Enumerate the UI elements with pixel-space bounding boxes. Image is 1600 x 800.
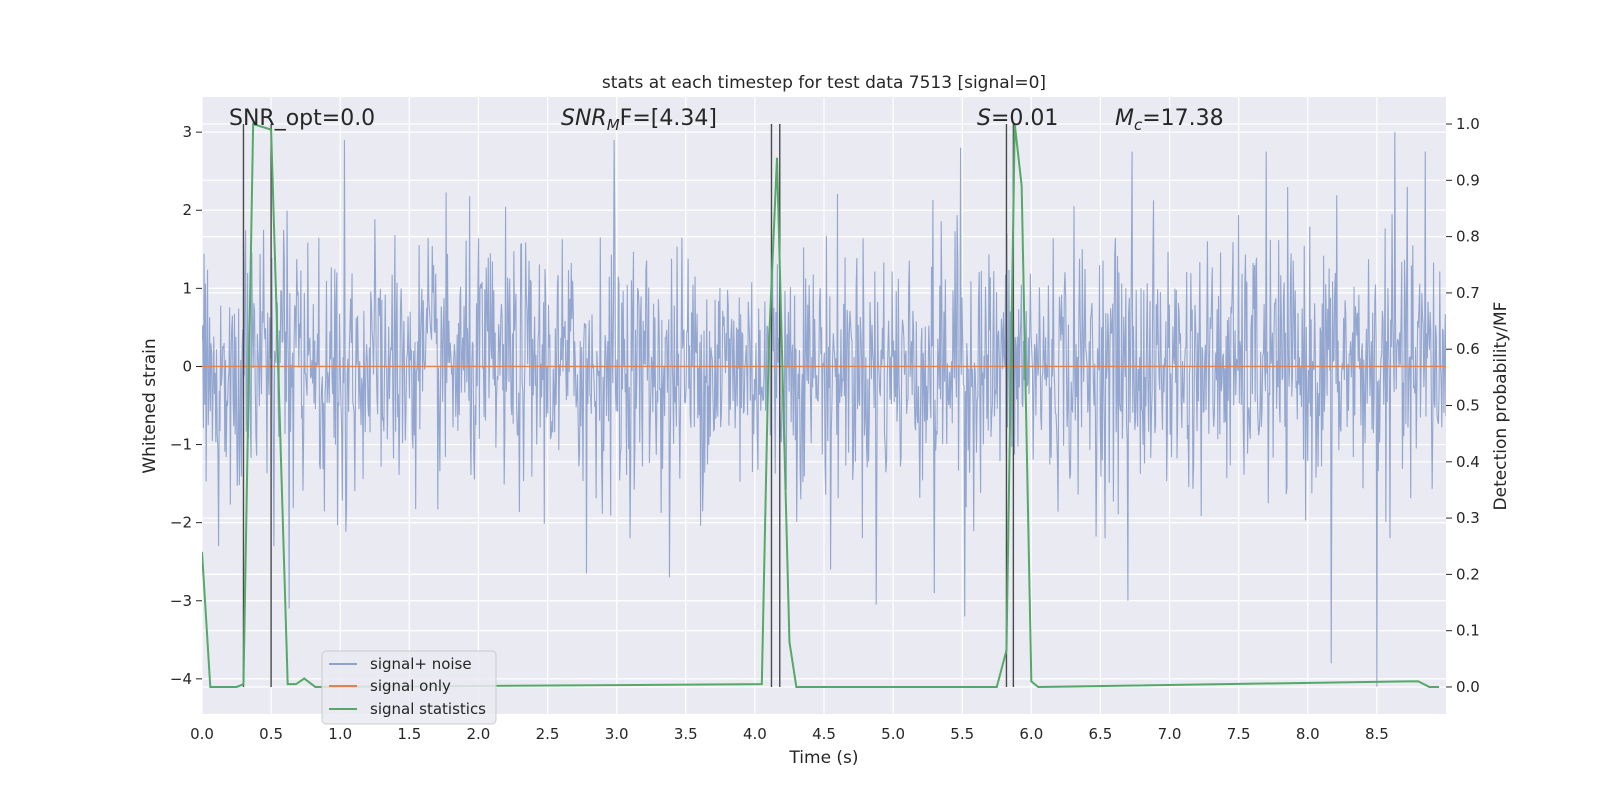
y2-axis-ticks: 1.0 0.9 0.8 0.7 0.6 0.5 0.4 0.3 0.2 0.1 0.0 bbox=[1446, 115, 1480, 696]
vertical-markers bbox=[242, 124, 1015, 687]
x-tick-label-1: 0.5 bbox=[259, 725, 283, 743]
chart-title: stats at each timestep for test data 751… bbox=[602, 73, 1046, 93]
annotation-mc-sub: c bbox=[1134, 116, 1143, 134]
x-tick-label-13: 6.5 bbox=[1089, 725, 1113, 743]
annotation-snr-mf: SNRMF=[4.34] bbox=[561, 106, 717, 134]
x-tick-label-8: 4.0 bbox=[743, 725, 767, 743]
x-tick-label-7: 3.5 bbox=[674, 725, 698, 743]
x-tick-label-0: 0.0 bbox=[190, 725, 214, 743]
series-signal-statistics bbox=[202, 122, 1440, 688]
y2-axis-label: Detection probability/MF bbox=[1491, 302, 1511, 511]
y2-tick-label-0: 1.0 bbox=[1456, 115, 1480, 133]
x-tick-label-4: 2.0 bbox=[467, 725, 491, 743]
y-axis-label: Whitened strain bbox=[140, 338, 160, 473]
legend-label-signal-only: signal only bbox=[370, 677, 451, 695]
y2-tick-label-3: 0.7 bbox=[1456, 284, 1480, 302]
y2-tick-label-2: 0.8 bbox=[1456, 228, 1480, 246]
x-tick-label-14: 7.0 bbox=[1158, 725, 1182, 743]
y2-tick-label-10: 0.0 bbox=[1456, 678, 1480, 696]
annotation-mc-main: M bbox=[1115, 106, 1134, 131]
x-tick-label-12: 6.0 bbox=[1019, 725, 1043, 743]
statistics-line bbox=[202, 122, 1440, 688]
y-axis-ticks: 3 2 1 0 −1 −2 −3 −4 bbox=[170, 123, 202, 688]
noise-line bbox=[202, 132, 1446, 687]
series-signal-noise bbox=[202, 132, 1446, 687]
y2-tick-label-4: 0.6 bbox=[1456, 340, 1480, 358]
annotation-s: S=0.01 bbox=[977, 106, 1058, 131]
y-tick-label-3: 0 bbox=[182, 357, 192, 375]
legend-box bbox=[321, 650, 497, 725]
legend-label-noise: signal+ noise bbox=[370, 655, 472, 673]
annotation-snr-opt: SNR_opt=0.0 bbox=[229, 106, 375, 131]
x-tick-label-15: 7.5 bbox=[1227, 725, 1251, 743]
y-tick-label-1: 2 bbox=[182, 201, 192, 219]
annotation-s-rest: =0.01 bbox=[991, 106, 1058, 131]
y-tick-label-0: 3 bbox=[182, 123, 192, 141]
y-tick-label-5: −2 bbox=[170, 514, 192, 532]
x-tick-label-9: 4.5 bbox=[812, 725, 836, 743]
x-tick-label-2: 1.0 bbox=[328, 725, 352, 743]
x-axis-ticks: 0.0 0.5 1.0 1.5 2.0 2.5 3.0 3.5 4.0 4.5 5.0 5.5 6.0 6… bbox=[190, 725, 1389, 743]
y2-tick-label-1: 0.9 bbox=[1456, 171, 1480, 189]
y-tick-label-2: 1 bbox=[182, 279, 192, 297]
y-tick-label-7: −4 bbox=[170, 670, 192, 688]
annotation-mc: Mc=17.38 bbox=[1115, 106, 1224, 134]
x-axis-label: Time (s) bbox=[788, 748, 858, 768]
x-tick-label-16: 8.0 bbox=[1296, 725, 1320, 743]
x-tick-label-11: 5.5 bbox=[950, 725, 974, 743]
annotation-s-main: S bbox=[977, 106, 991, 131]
x-tick-label-3: 1.5 bbox=[397, 725, 421, 743]
y-tick-label-4: −1 bbox=[170, 436, 192, 454]
x-tick-label-5: 2.5 bbox=[536, 725, 560, 743]
annotation-snr-mf-rest: F=[4.34] bbox=[620, 106, 717, 131]
legend: signal+ noise signal only signal statist… bbox=[321, 650, 497, 725]
annotation-snr-mf-sub: M bbox=[607, 116, 620, 134]
x-tick-label-10: 5.0 bbox=[881, 725, 905, 743]
legend-label-statistics: signal statistics bbox=[370, 700, 486, 718]
y2-tick-label-9: 0.1 bbox=[1456, 622, 1480, 640]
annotation-mc-rest: =17.38 bbox=[1142, 106, 1223, 131]
y2-tick-label-5: 0.5 bbox=[1456, 397, 1480, 415]
y2-tick-label-8: 0.2 bbox=[1456, 565, 1480, 583]
y2-tick-label-6: 0.4 bbox=[1456, 453, 1480, 471]
x-tick-label-17: 8.5 bbox=[1365, 725, 1389, 743]
x-tick-label-6: 3.0 bbox=[605, 725, 629, 743]
y-tick-label-6: −3 bbox=[170, 592, 192, 610]
y2-tick-label-7: 0.3 bbox=[1456, 509, 1480, 527]
annotation-snr-mf-main: SNR bbox=[561, 106, 607, 131]
